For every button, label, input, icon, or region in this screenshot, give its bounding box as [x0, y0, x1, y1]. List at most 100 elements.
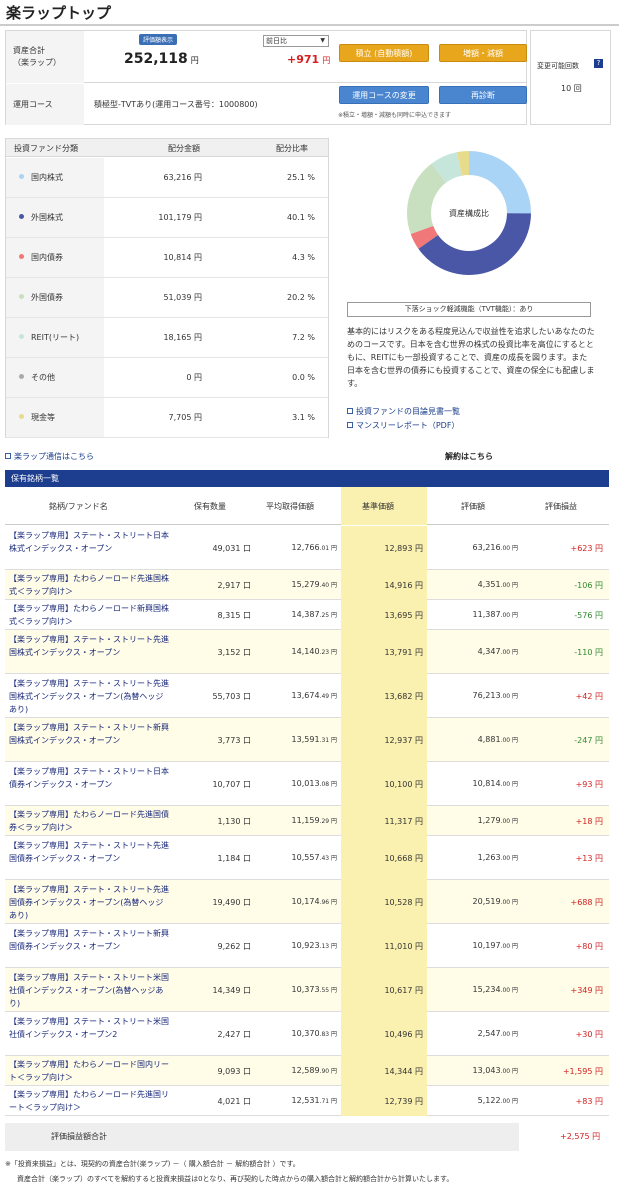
base-price: 14,916 円	[384, 581, 423, 590]
table-row: 【楽ラップ専用】ステート・ストリート米国社債インデックス・オープン2 2,427 …	[5, 1012, 609, 1056]
col-amount: 配分金額	[168, 144, 200, 153]
legend-dot-icon	[19, 374, 24, 379]
valuation: 5,122.00 円	[477, 1096, 518, 1105]
invest-button[interactable]: 積立 (自動積額)	[339, 44, 429, 62]
table-row: 【楽ラップ専用】ステート・ストリート先進国株式インデックス・オープン(為替ヘッジ…	[5, 674, 609, 718]
monthly-report-link[interactable]: マンスリーレポート（PDF）	[347, 420, 459, 431]
col-qty: 保有数量	[194, 502, 226, 511]
rediagnose-button[interactable]: 再診断	[439, 86, 527, 104]
allocation-category: REIT(リート)	[6, 318, 104, 357]
cancel-link[interactable]: 解約はこちら	[445, 452, 493, 461]
base-price-column-bg	[341, 487, 427, 525]
allocation-category: 国内株式	[6, 158, 104, 197]
allocation-ratio: 25.1 %	[287, 173, 315, 182]
allocation-row: 現金等 7,705 円 3.1 %	[6, 398, 328, 438]
avg-price: 10,370.83 円	[291, 1029, 337, 1038]
valuation: 4,351.00 円	[477, 580, 518, 589]
base-price-column-bg	[341, 630, 427, 674]
title-divider	[0, 24, 619, 26]
total-label: 評価損益額合計	[51, 1132, 107, 1141]
help-icon[interactable]: ?	[594, 59, 603, 68]
profit-loss: +30 円	[575, 1030, 603, 1039]
base-price: 10,617 円	[384, 986, 423, 995]
chevron-down-icon: ▼	[320, 37, 325, 44]
fund-name-link[interactable]: 【楽ラップ専用】ステート・ストリート日本株式インデックス・オープン	[9, 531, 169, 553]
asset-total-value: 252,118 円	[124, 51, 199, 67]
base-price: 10,496 円	[384, 1030, 423, 1039]
course-change-button[interactable]: 運用コースの変更	[339, 86, 429, 104]
fund-name-link[interactable]: 【楽ラップ専用】ステート・ストリート先進国株式インデックス・オープン	[9, 635, 169, 657]
profit-loss: -247 円	[574, 736, 603, 745]
base-price-column-bg	[341, 600, 427, 630]
qty: 14,349 口	[212, 986, 251, 995]
fund-name-link[interactable]: 【楽ラップ専用】ステート・ストリート先進国株式インデックス・オープン(為替ヘッジ…	[9, 679, 169, 714]
base-price-column-bg	[341, 570, 427, 600]
profit-loss: -106 円	[574, 581, 603, 590]
profit-loss: +349 円	[570, 986, 603, 995]
base-price-column-bg	[341, 526, 427, 570]
base-price-column-bg	[341, 1086, 427, 1116]
fund-name-link[interactable]: 【楽ラップ専用】ステート・ストリート新興国債券インデックス・オープン	[9, 929, 169, 951]
allocation-amount: 18,165 円	[163, 333, 202, 342]
summary-panel: 資産合計 （楽ラップ） 評価額表示 252,118 円 前日比 ▼ +971 円 運用…	[5, 30, 527, 125]
external-link-icon	[347, 408, 353, 414]
qty: 19,490 口	[212, 898, 251, 907]
footnote-1: ※「投資来損益」とは、現契約の資産合計(楽ラップ) －（ 購入額合計 － 解約額…	[5, 1160, 300, 1168]
add-reduce-button[interactable]: 増額・減額	[439, 44, 527, 62]
base-price: 10,100 円	[384, 780, 423, 789]
col-category: 投資ファンド分類	[14, 144, 78, 153]
course-label: 運用コース	[6, 84, 84, 125]
allocation-ratio: 7.2 %	[292, 333, 315, 342]
allocation-ratio: 0.0 %	[292, 373, 315, 382]
avg-price: 10,373.55 円	[291, 985, 337, 994]
qty: 1,130 口	[217, 817, 251, 826]
news-link[interactable]: 楽ラップ通信はこちら	[5, 451, 94, 462]
fund-name-link[interactable]: 【楽ラップ専用】ステート・ストリート米国社債インデックス・オープン2	[9, 1017, 169, 1039]
table-row: 【楽ラップ専用】たわらノーロード先進国株式＜ラップ向け＞ 2,917 口 15,27…	[5, 570, 609, 600]
base-price-column-bg	[341, 1056, 427, 1086]
allocation-ratio: 3.1 %	[292, 413, 315, 422]
table-row: 【楽ラップ専用】ステート・ストリート先進国株式インデックス・オープン 3,152 …	[5, 630, 609, 674]
legend-dot-icon	[19, 334, 24, 339]
table-row: 【楽ラップ専用】ステート・ストリート日本株式インデックス・オープン 49,031 …	[5, 526, 609, 570]
course-text: 積極型-TVTあり(運用コース番号：1000800)	[94, 100, 258, 109]
change-count-value: 10 回	[561, 84, 582, 93]
valuation: 4,881.00 円	[477, 735, 518, 744]
fund-name-link[interactable]: 【楽ラップ専用】ステート・ストリート先進国債券インデックス・オープン(為替ヘッジ…	[9, 885, 169, 920]
compare-select[interactable]: 前日比 ▼	[263, 35, 329, 47]
external-link-icon	[5, 453, 11, 459]
change-count-label: 変更可能回数	[537, 62, 579, 70]
col-base: 基準価額	[362, 502, 394, 511]
allocation-table: 投資ファンド分類 配分金額 配分比率 国内株式 63,216 円 25.1 % 外国株…	[5, 138, 329, 438]
qty: 3,152 口	[217, 648, 251, 657]
course-description: 基本的にはリスクをある程度見込んで収益性を追求したいあなたのためのコースです。日…	[347, 327, 595, 388]
fund-name-link[interactable]: 【楽ラップ専用】ステート・ストリート日本債券インデックス・オープン	[9, 767, 169, 789]
fund-name-link[interactable]: 【楽ラップ専用】たわらノーロード先進国リート＜ラップ向け＞	[9, 1090, 169, 1112]
fund-name-link[interactable]: 【楽ラップ専用】たわらノーロード新興国株式＜ラップ向け＞	[9, 604, 169, 626]
fund-name-link[interactable]: 【楽ラップ専用】ステート・ストリート先進国債券インデックス・オープン	[9, 841, 169, 863]
base-price: 11,317 円	[384, 817, 423, 826]
qty: 2,427 口	[217, 1030, 251, 1039]
profit-loss: +688 円	[570, 898, 603, 907]
pie-slice-0	[469, 151, 531, 214]
valuation: 11,387.00 円	[472, 610, 518, 619]
base-price: 12,739 円	[384, 1097, 423, 1106]
prospectus-link[interactable]: 投資ファンドの目論見書一覧	[347, 406, 460, 417]
table-row: 【楽ラップ専用】ステート・ストリート日本債券インデックス・オープン 10,707 …	[5, 762, 609, 806]
allocation-ratio: 4.3 %	[292, 253, 315, 262]
valuation: 1,263.00 円	[477, 853, 518, 862]
fund-name-link[interactable]: 【楽ラップ専用】ステート・ストリート新興国株式インデックス・オープン	[9, 723, 169, 745]
fund-name-link[interactable]: 【楽ラップ専用】ステート・ストリート米国社債インデックス・オープン(為替ヘッジあ…	[9, 973, 169, 1008]
avg-price: 11,159.29 円	[291, 816, 337, 825]
fund-name-link[interactable]: 【楽ラップ専用】たわらノーロード国内リート＜ラップ向け＞	[9, 1060, 169, 1082]
col-fund-name: 銘柄/ファンド名	[49, 502, 108, 511]
allocation-header: 投資ファンド分類 配分金額 配分比率	[6, 139, 328, 157]
valuation-badge[interactable]: 評価額表示	[139, 34, 178, 45]
asset-total-label: 資産合計 （楽ラップ）	[6, 31, 84, 83]
profit-loss: +42 円	[575, 692, 603, 701]
valuation: 10,814.00 円	[472, 779, 518, 788]
fund-name-link[interactable]: 【楽ラップ専用】たわらノーロード先進国債券＜ラップ向け＞	[9, 810, 169, 832]
fund-name-link[interactable]: 【楽ラップ専用】たわらノーロード先進国株式＜ラップ向け＞	[9, 574, 169, 596]
profit-loss: +623 円	[570, 544, 603, 553]
base-price: 12,893 円	[384, 544, 423, 553]
